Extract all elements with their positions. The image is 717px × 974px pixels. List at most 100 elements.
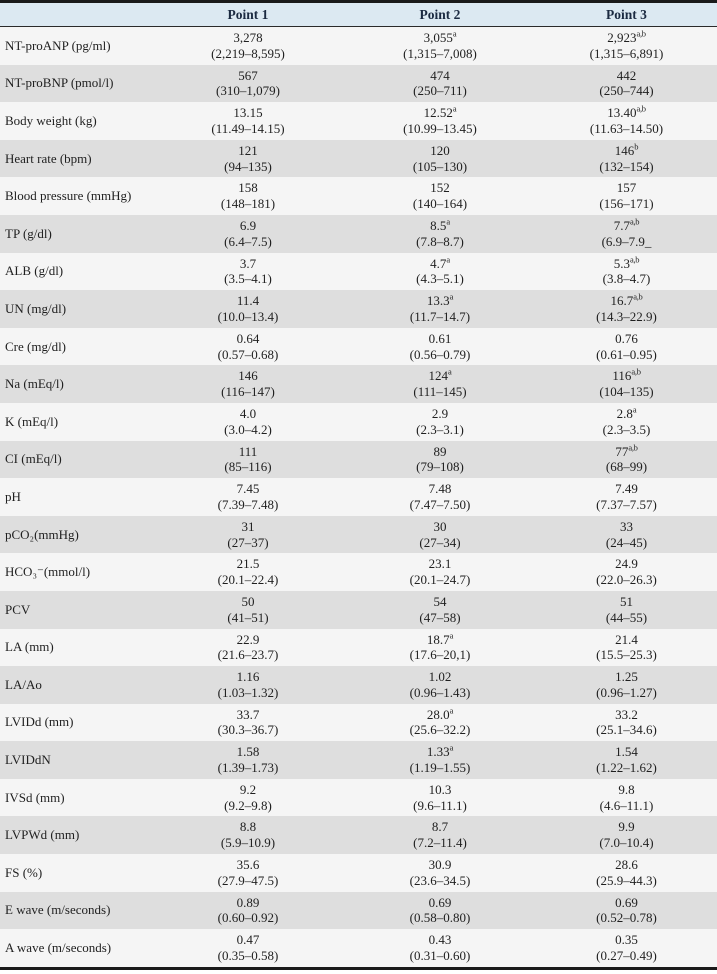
median-value: 2.9 <box>431 405 449 421</box>
value-cell: 157 (156–171) <box>536 177 717 215</box>
value-cell: 18.7a (17.6–20,1) <box>344 629 536 667</box>
median-value: 89 <box>433 443 447 459</box>
median-value: 7.48 <box>428 481 452 497</box>
table-row: pCO₂(mmHg) 31 (27–37) 30 (27–34) 33 (24–45) <box>0 515 717 554</box>
range-value: (27.9–47.5) <box>217 872 279 888</box>
range-value: (0.27–0.49) <box>596 948 657 964</box>
value-cell: 120 (105–130) <box>344 140 536 178</box>
significance-superscript: a <box>449 291 454 302</box>
row-label: Blood pressure (mmHg) <box>5 188 132 204</box>
range-value: (0.96–1.27) <box>596 684 657 700</box>
median-value: 8.5a <box>430 216 450 233</box>
row-label: pH <box>5 488 21 504</box>
median-value: 0.64 <box>236 330 260 346</box>
significance-superscript: a <box>449 630 454 641</box>
range-value: (0.35–0.58) <box>217 948 279 964</box>
median-value: 24.9 <box>615 556 638 572</box>
row-label: LVIDdN <box>5 752 51 768</box>
value-cell: 0.76 (0.61–0.95) <box>536 328 717 366</box>
range-value: (20.1–24.7) <box>409 572 471 588</box>
significance-superscript: a,b <box>631 367 641 378</box>
significance-superscript: a,b <box>628 442 638 453</box>
table-row: Heart rate (bpm) 121 (94–135) 120 (105–130) 1… <box>0 139 717 178</box>
value-cell: 1.58 (1.39–1.73) <box>152 741 344 779</box>
row-label: CI (mEq/l) <box>5 451 62 467</box>
table-row: Na (mEq/l) 146 (116–147) 124a (111–145) 116a,… <box>0 365 717 403</box>
median-value: 442 <box>616 67 637 83</box>
header-row: Point 1 Point 2 Point 3 <box>0 1 717 27</box>
table-row: UN (mg/dl) 11.4 (10.0–13.4) 13.3a (11.7–14.7… <box>0 290 717 328</box>
value-cell: 0.61 (0.56–0.79) <box>344 328 536 366</box>
range-value: (1.03–1.32) <box>217 684 279 700</box>
range-value: (0.96–1.43) <box>409 684 471 700</box>
range-value: (20.1–22.4) <box>217 572 279 588</box>
table-row: E wave (m/seconds) 0.89 (0.60–0.92) 0.69 (0.… <box>0 891 717 930</box>
row-label: HCO₃⁻(mmol/l) <box>5 564 91 580</box>
median-value: 18.7a <box>426 630 454 647</box>
median-value: 33.7 <box>236 706 260 722</box>
median-value: 13.40a,b <box>607 103 646 121</box>
range-value: (250–744) <box>599 83 654 99</box>
median-value: 28.0a <box>426 705 454 722</box>
median-value: 7.45 <box>236 481 260 497</box>
median-value: 1.58 <box>236 744 260 760</box>
value-cell: 474 (250–711) <box>344 65 536 103</box>
value-cell: 22.9 (21.6–23.7) <box>152 629 344 667</box>
value-cell: 567 (310–1,079) <box>152 65 344 103</box>
range-value: (1.22–1.62) <box>596 760 657 776</box>
range-value: (4.3–5.1) <box>416 271 464 287</box>
value-cell: 35.6 (27.9–47.5) <box>152 854 344 892</box>
value-cell: 11.4 (10.0–13.4) <box>152 290 344 328</box>
median-value: 35.6 <box>236 857 260 873</box>
value-cell: 12.52a (10.99–13.45) <box>344 102 536 140</box>
range-value: (0.31–0.60) <box>409 948 471 964</box>
value-cell: 13.3a (11.7–14.7) <box>344 290 536 328</box>
median-value: 4.0 <box>239 405 257 421</box>
range-value: (30.3–36.7) <box>217 722 279 738</box>
value-cell: 0.89 (0.60–0.92) <box>152 892 344 930</box>
row-label: NT-proBNP (pmol/l) <box>5 75 114 91</box>
range-value: (148–181) <box>220 196 276 212</box>
value-cell: 77a,b (68–99) <box>536 441 717 479</box>
range-value: (2.3–3.1) <box>416 421 464 437</box>
range-value: (116–147) <box>221 384 275 400</box>
value-cell: 116a,b (104–135) <box>536 365 717 403</box>
range-value: (310–1,079) <box>216 83 280 99</box>
range-value: (0.61–0.95) <box>596 346 657 362</box>
median-value: 50 <box>241 593 255 609</box>
value-cell: 50 (41–51) <box>152 591 344 629</box>
row-label: Heart rate (bpm) <box>5 150 92 166</box>
value-cell: 21.5 (20.1–22.4) <box>152 553 344 591</box>
range-value: (11.63–14.50) <box>589 120 664 136</box>
table-row: pH 7.45 (7.39–7.48) 7.48 (7.47–7.50) 7.49 (7.3… <box>0 478 717 516</box>
value-cell: 158 (148–181) <box>152 177 344 215</box>
value-cell: 24.9 (22.0–26.3) <box>536 553 717 591</box>
table-row: ALB (g/dl) 3.7 (3.5–4.1) 4.7a (4.3–5.1) 5.3a,… <box>0 252 717 291</box>
range-value: (17.6–20,1) <box>409 647 471 663</box>
row-label: UN (mg/dl) <box>5 300 67 316</box>
median-value: 120 <box>430 142 450 158</box>
median-value: 7.7a,b <box>613 216 640 233</box>
row-label: LVIDd (mm) <box>5 714 74 730</box>
range-value: (140–164) <box>412 196 468 212</box>
median-value: 31 <box>241 518 255 534</box>
range-value: (105–130) <box>412 158 468 174</box>
median-value: 567 <box>238 67 258 83</box>
table-row: A wave (m/seconds) 0.47 (0.35–0.58) 0.43 (0.… <box>0 929 717 969</box>
value-cell: 6.9 (6.4–7.5) <box>152 215 344 253</box>
range-value: (7.37–7.57) <box>596 496 657 512</box>
median-value: 1.33a <box>426 742 454 760</box>
range-value: (79–108) <box>416 459 464 475</box>
value-cell: 5.3a,b (3.8–4.7) <box>536 253 717 291</box>
median-value: 51 <box>620 593 633 609</box>
row-label: TP (g/dl) <box>5 225 52 241</box>
range-value: (2,219–8,595) <box>211 45 285 61</box>
median-value: 12.52a <box>423 103 457 121</box>
median-value: 0.69 <box>428 894 452 910</box>
table-row: Blood pressure (mmHg) 158 (148–181) 152 (140… <box>0 177 717 215</box>
row-label: E wave (m/seconds) <box>5 902 111 918</box>
table-row: TP (g/dl) 6.9 (6.4–7.5) 8.5a (7.8–8.7) 7.7a,b… <box>0 214 717 253</box>
range-value: (25.6–32.2) <box>409 722 471 738</box>
